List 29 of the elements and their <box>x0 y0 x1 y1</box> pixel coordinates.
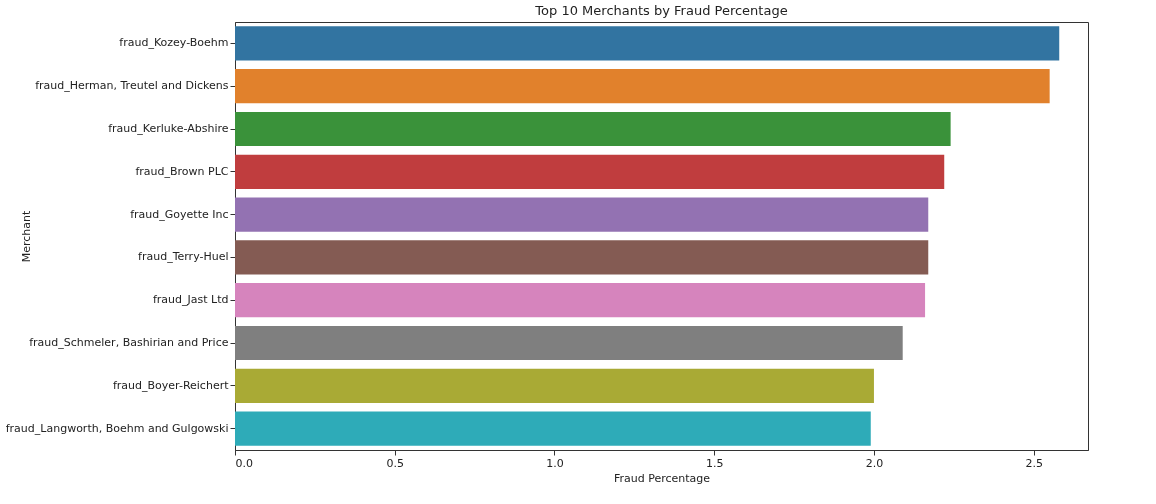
bar <box>235 197 929 232</box>
x-axis-title: Fraud Percentage <box>613 471 711 485</box>
y-tick-label: fraud_Kerluke-Abshire <box>108 122 229 135</box>
bar <box>235 240 929 275</box>
y-tick-label: fraud_Langworth, Boehm and Gulgowski <box>5 421 229 435</box>
bar <box>235 283 926 318</box>
bar <box>235 411 871 446</box>
y-tick-label: fraud_Brown PLC <box>135 164 229 178</box>
y-tick-label: fraud_Goyette Inc <box>130 207 229 221</box>
x-tick-label: 0.5 <box>386 456 404 470</box>
y-tick-label: fraud_Boyer-Reichert <box>112 378 230 392</box>
x-tick-label: 1.0 <box>546 456 564 470</box>
y-tick-label: fraud_Kozey-Boehm <box>119 36 229 50</box>
y-tick-label: fraud_Schmeler, Bashirian and Price <box>29 336 229 349</box>
bar <box>235 26 1060 61</box>
bar <box>235 154 945 189</box>
y-tick-label: fraud_Jast Ltd <box>152 293 229 307</box>
x-tick-label: 0.0 <box>235 456 253 470</box>
bar <box>235 69 1050 104</box>
bar <box>235 111 951 147</box>
x-tick-label: 2.5 <box>1025 456 1043 470</box>
bar <box>235 368 874 403</box>
chart-title: Top 10 Merchants by Fraud Percentage <box>534 3 788 18</box>
y-tick-label: fraud_Herman, Treutel and Dickens <box>35 79 229 93</box>
x-tick-label: 2.0 <box>865 456 884 470</box>
y-tick-label: fraud_Terry-Huel <box>138 250 229 264</box>
bar <box>235 325 903 361</box>
x-tick-label: 1.5 <box>705 456 724 470</box>
y-axis-title: Merchant <box>19 210 33 263</box>
